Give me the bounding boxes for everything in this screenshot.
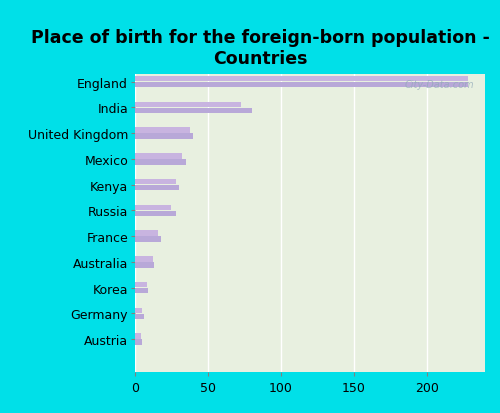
Bar	[135, 237, 161, 242]
Bar	[135, 231, 158, 236]
Bar	[135, 314, 144, 319]
Text: City-Data.com: City-Data.com	[405, 80, 474, 90]
Bar	[135, 288, 148, 294]
Bar	[135, 308, 142, 313]
Bar	[135, 102, 242, 108]
Bar	[135, 180, 176, 185]
Bar	[135, 160, 186, 165]
Bar	[135, 128, 190, 133]
Bar	[135, 185, 179, 191]
Bar	[135, 334, 141, 339]
Bar	[135, 211, 176, 217]
Bar	[135, 83, 468, 88]
Bar	[135, 205, 172, 211]
Bar	[135, 154, 182, 159]
Bar	[135, 339, 142, 345]
Text: Place of birth for the foreign-born population -
Countries: Place of birth for the foreign-born popu…	[30, 29, 489, 68]
Bar	[135, 77, 468, 82]
Bar	[135, 282, 146, 288]
Bar	[135, 134, 194, 140]
Bar	[135, 256, 152, 262]
Bar	[135, 109, 252, 114]
Bar	[135, 263, 154, 268]
